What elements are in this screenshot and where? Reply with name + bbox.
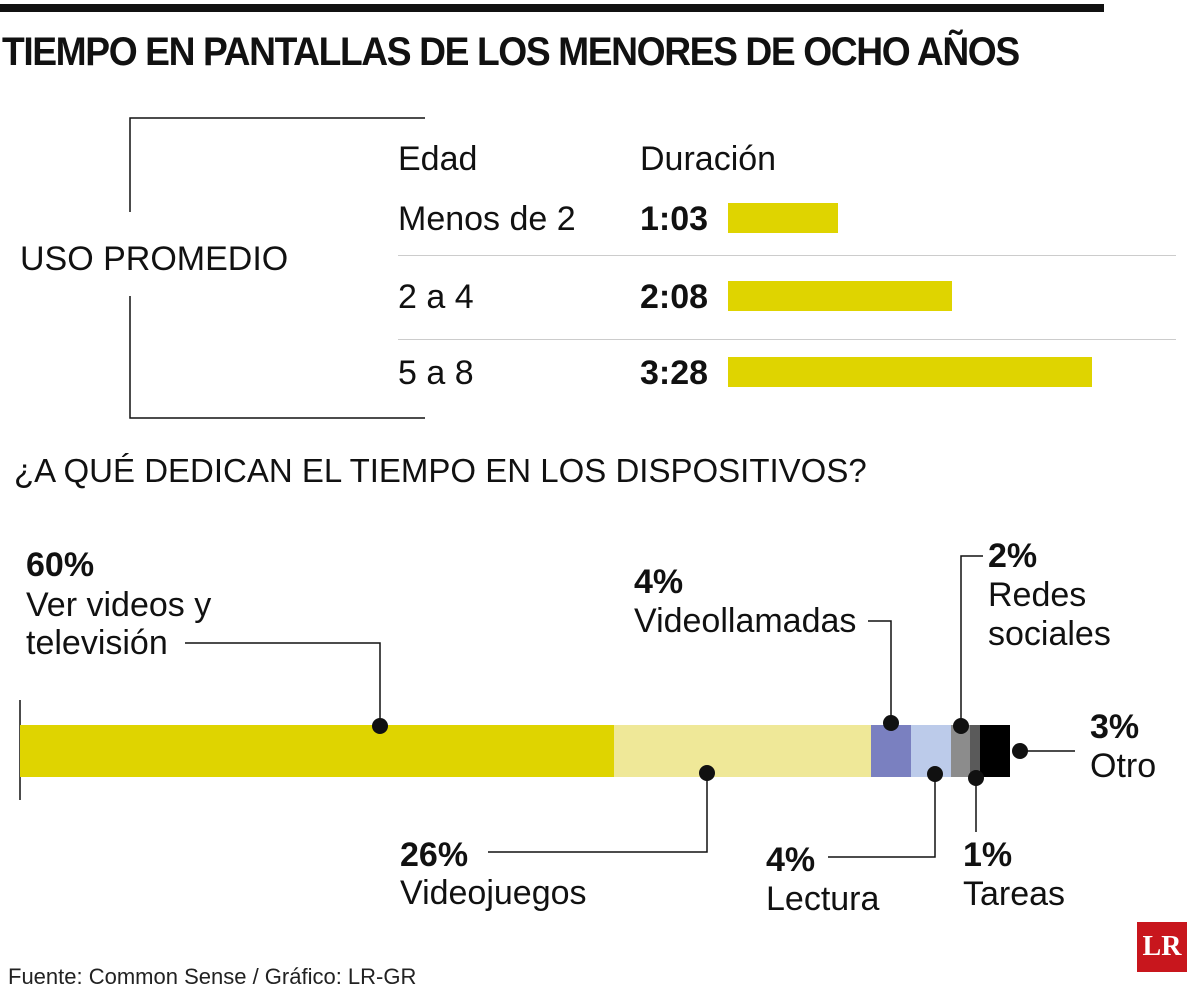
section-label-uso-promedio: USO PROMEDIO <box>20 240 289 278</box>
source-footer: Fuente: Common Sense / Gráfico: LR-GR <box>8 964 417 989</box>
pct-label: 26% <box>400 836 469 874</box>
pct-label: 4% <box>766 841 816 879</box>
marker-dot <box>699 765 715 781</box>
pct-label: 3% <box>1090 708 1140 746</box>
duration-label: 2:08 <box>640 278 709 316</box>
marker-dot <box>953 718 969 734</box>
duration-bar <box>728 281 952 311</box>
top-rule <box>0 4 1104 12</box>
duration-label: 1:03 <box>640 200 709 238</box>
segment-label: Lectura <box>766 880 880 918</box>
age-category: Menos de 2 <box>398 200 576 238</box>
stack-segment <box>871 725 912 777</box>
stack-segment <box>614 725 872 777</box>
marker-dot <box>927 766 943 782</box>
segment-label: Tareas <box>963 875 1066 913</box>
pct-label: 1% <box>963 836 1013 874</box>
row-divider <box>398 255 1176 256</box>
column-header-edad: Edad <box>398 140 478 178</box>
stack-segment <box>980 725 1011 777</box>
duration-label: 3:28 <box>640 354 709 392</box>
marker-dot <box>1012 743 1028 759</box>
column-header-duracion: Duración <box>640 140 777 178</box>
age-category: 2 a 4 <box>398 278 474 316</box>
marker-dot <box>372 718 388 734</box>
marker-dot <box>883 715 899 731</box>
page-title: TIEMPO EN PANTALLAS DE LOS MENORES DE OC… <box>2 30 1020 74</box>
duration-bar <box>728 203 839 233</box>
segment-label: Videojuegos <box>400 874 587 912</box>
age-category: 5 a 8 <box>398 354 474 392</box>
pct-label: 2% <box>988 537 1038 575</box>
pct-label: 60% <box>26 546 95 584</box>
marker-dot <box>968 770 984 786</box>
duration-bar <box>728 357 1092 387</box>
stack-segment <box>970 725 981 777</box>
lr-logo: LR <box>1137 922 1187 972</box>
row-divider <box>398 339 1176 340</box>
stack-segment <box>950 725 971 777</box>
section-title-dispositivos: ¿A QUÉ DEDICAN EL TIEMPO EN LOS DISPOSIT… <box>14 452 867 489</box>
segment-label: Ver videos y televisión <box>26 586 212 662</box>
segment-label: Otro <box>1090 747 1157 785</box>
segment-label: Videollamadas <box>634 602 857 640</box>
stack-segment <box>20 725 615 777</box>
pct-label: 4% <box>634 563 684 601</box>
segment-label: Redes sociales <box>988 576 1111 653</box>
